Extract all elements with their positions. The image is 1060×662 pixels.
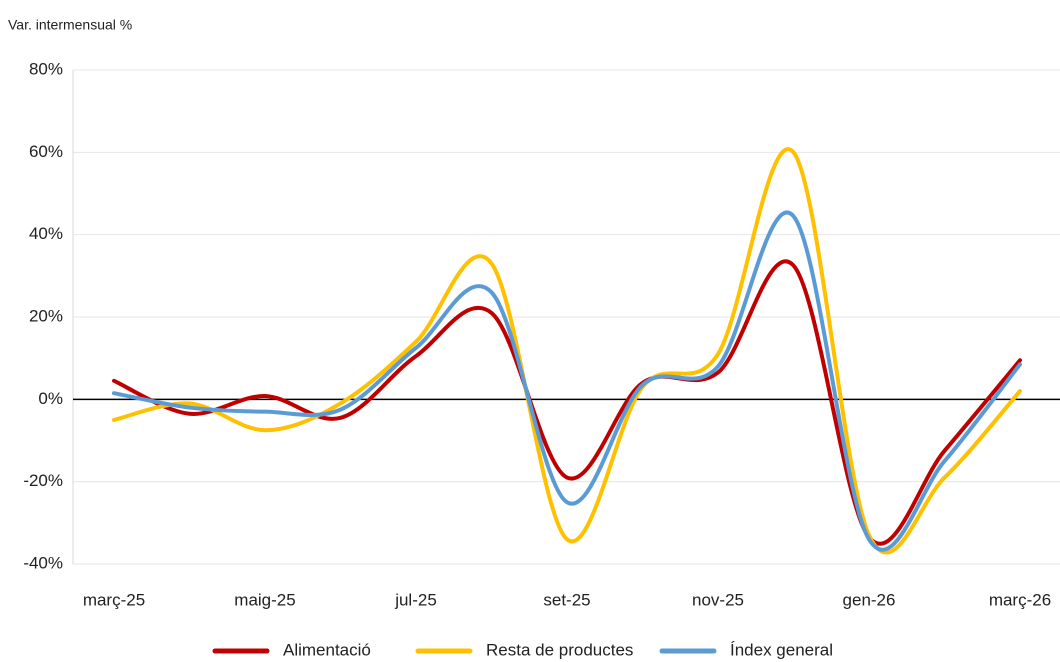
y-tick-label: -20%: [23, 471, 63, 490]
x-tick-label: març-26: [989, 590, 1051, 609]
y-tick-label: -40%: [23, 553, 63, 572]
y-tick-label: 40%: [29, 224, 63, 243]
y-tick-label: 0%: [38, 389, 63, 408]
x-tick-label: jul-25: [394, 590, 437, 609]
series-line: [112, 210, 1022, 552]
x-tick-label: maig-25: [234, 590, 295, 609]
y-tick-label: 20%: [29, 306, 63, 325]
legend-label: Resta de productes: [486, 640, 633, 659]
y-axis-label: Var. intermensual %: [8, 17, 132, 33]
legend-label: Alimentació: [283, 640, 371, 659]
x-tick-label: març-25: [83, 590, 145, 609]
y-tick-label: 60%: [29, 142, 63, 161]
legend-label: Índex general: [730, 640, 833, 659]
x-tick-label: set-25: [543, 590, 590, 609]
series-line: [112, 147, 1022, 555]
x-tick-label: nov-25: [692, 590, 744, 609]
x-tick-label: gen-26: [843, 590, 896, 609]
y-tick-label: 80%: [29, 59, 63, 78]
